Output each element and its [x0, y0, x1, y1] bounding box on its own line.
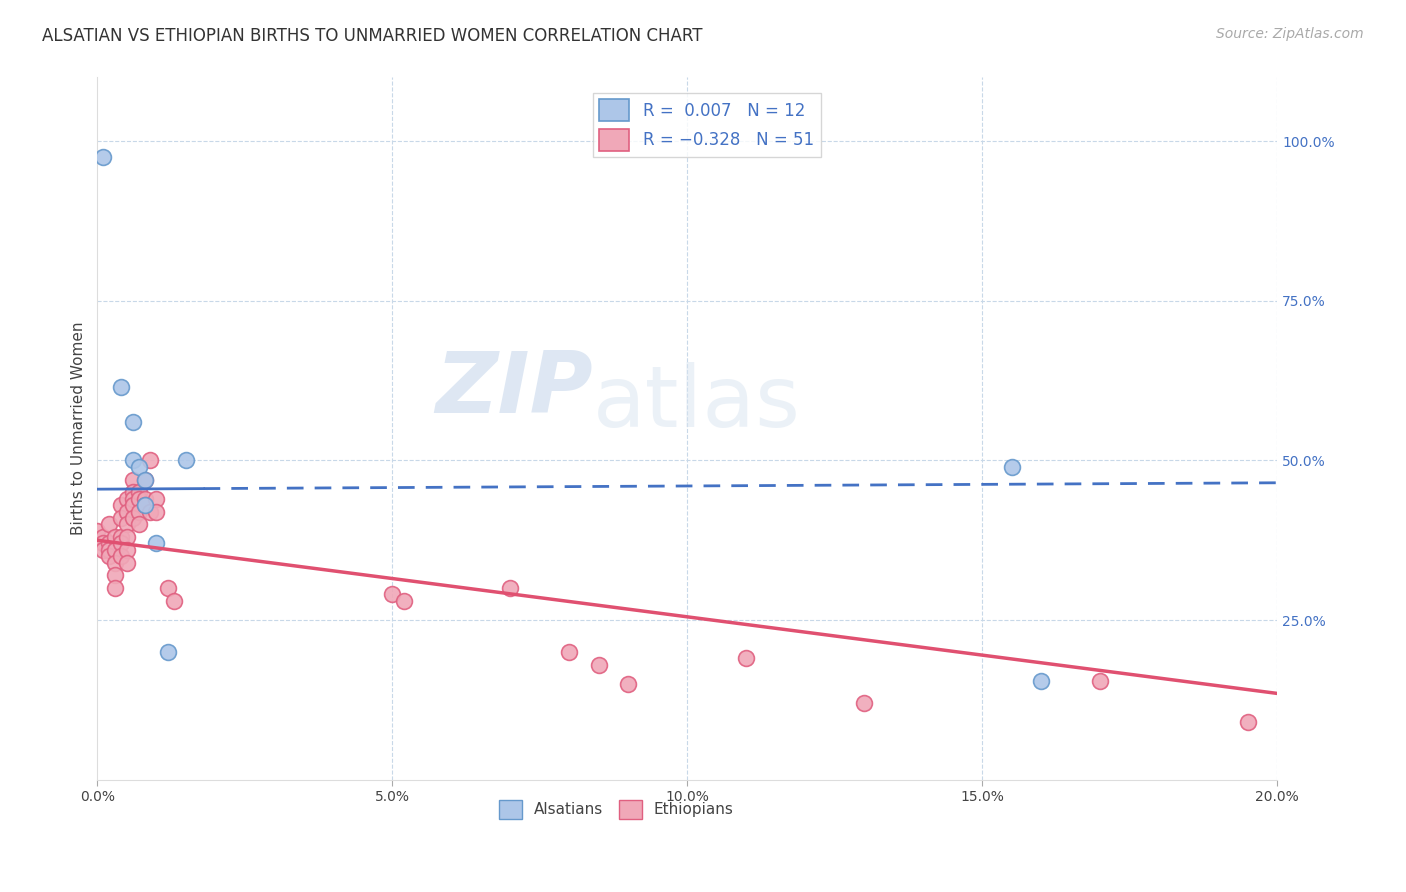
Point — [134, 491, 156, 506]
Text: Source: ZipAtlas.com: Source: ZipAtlas.com — [1216, 27, 1364, 41]
Point — [128, 517, 150, 532]
Point — [134, 498, 156, 512]
Text: ALSATIAN VS ETHIOPIAN BIRTHS TO UNMARRIED WOMEN CORRELATION CHART: ALSATIAN VS ETHIOPIAN BIRTHS TO UNMARRIE… — [42, 27, 703, 45]
Point — [558, 645, 581, 659]
Point — [110, 536, 132, 550]
Point — [104, 556, 127, 570]
Point — [174, 453, 197, 467]
Point — [1090, 673, 1112, 688]
Point — [98, 536, 121, 550]
Point — [128, 485, 150, 500]
Point — [91, 536, 114, 550]
Point — [853, 696, 876, 710]
Point — [104, 581, 127, 595]
Point — [115, 542, 138, 557]
Point — [91, 542, 114, 557]
Point — [121, 498, 143, 512]
Point — [617, 677, 640, 691]
Point — [115, 504, 138, 518]
Point — [104, 530, 127, 544]
Point — [104, 568, 127, 582]
Point — [110, 530, 132, 544]
Point — [98, 517, 121, 532]
Point — [134, 473, 156, 487]
Point — [1031, 673, 1053, 688]
Point — [392, 594, 415, 608]
Point — [139, 504, 162, 518]
Point — [86, 524, 108, 538]
Point — [115, 517, 138, 532]
Point — [163, 594, 186, 608]
Point — [115, 491, 138, 506]
Point — [1236, 715, 1258, 730]
Point — [735, 651, 758, 665]
Point — [157, 581, 180, 595]
Point — [91, 150, 114, 164]
Point — [134, 498, 156, 512]
Text: atlas: atlas — [593, 362, 801, 445]
Point — [115, 530, 138, 544]
Legend: Alsatians, Ethiopians: Alsatians, Ethiopians — [494, 794, 740, 824]
Point — [110, 511, 132, 525]
Point — [121, 415, 143, 429]
Point — [121, 485, 143, 500]
Point — [91, 530, 114, 544]
Point — [499, 581, 522, 595]
Y-axis label: Births to Unmarried Women: Births to Unmarried Women — [72, 322, 86, 535]
Point — [145, 504, 167, 518]
Point — [115, 556, 138, 570]
Point — [145, 536, 167, 550]
Point — [381, 587, 404, 601]
Point — [145, 491, 167, 506]
Point — [134, 473, 156, 487]
Point — [110, 380, 132, 394]
Point — [110, 498, 132, 512]
Text: ZIP: ZIP — [436, 349, 593, 432]
Point — [1001, 459, 1024, 474]
Point — [98, 542, 121, 557]
Point — [128, 491, 150, 506]
Point — [128, 504, 150, 518]
Point — [121, 491, 143, 506]
Point — [98, 549, 121, 564]
Point — [104, 542, 127, 557]
Point — [128, 459, 150, 474]
Point — [588, 657, 610, 672]
Point — [110, 549, 132, 564]
Point — [121, 453, 143, 467]
Point — [121, 511, 143, 525]
Point — [139, 453, 162, 467]
Point — [121, 473, 143, 487]
Point — [157, 645, 180, 659]
